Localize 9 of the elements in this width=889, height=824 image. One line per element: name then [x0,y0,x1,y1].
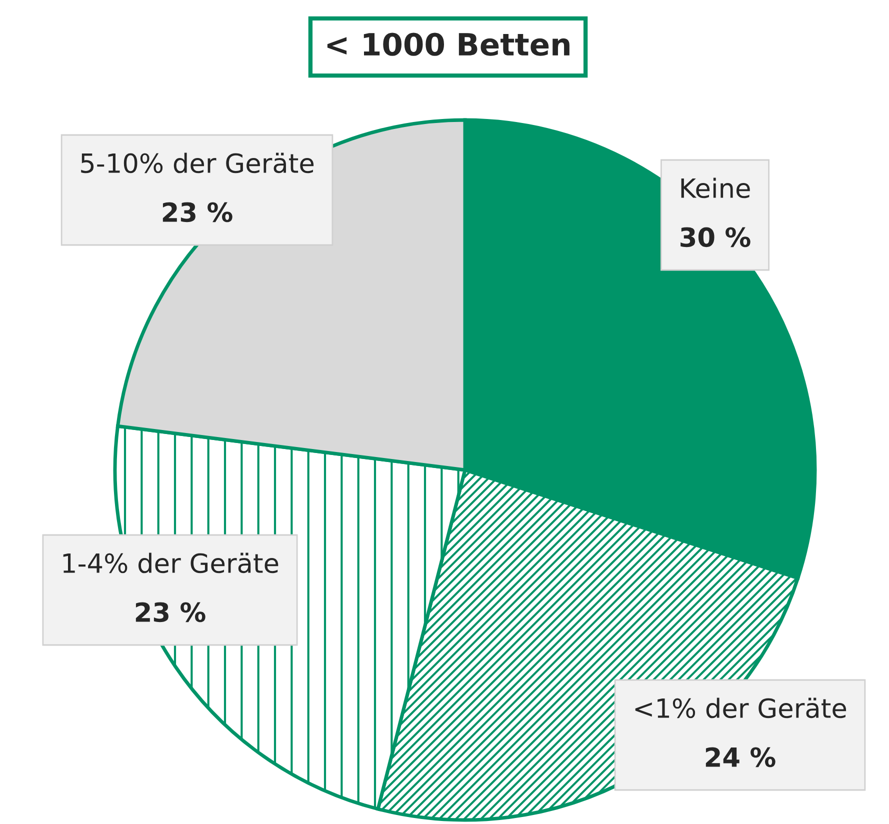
data-label: 23 % [162,202,232,222]
slice-label: Keine [681,178,750,198]
data-label: 30 % [680,227,750,248]
chart-title: < 1000 Betten [327,32,570,56]
data-label: 24 % [706,747,776,768]
slice-label: 1-4% der Geräte [63,552,278,574]
slice-label: <1% der Geräte [635,698,846,718]
slice-label: 5-10% der Geräte [81,152,314,174]
data-label: 23 % [136,602,206,622]
